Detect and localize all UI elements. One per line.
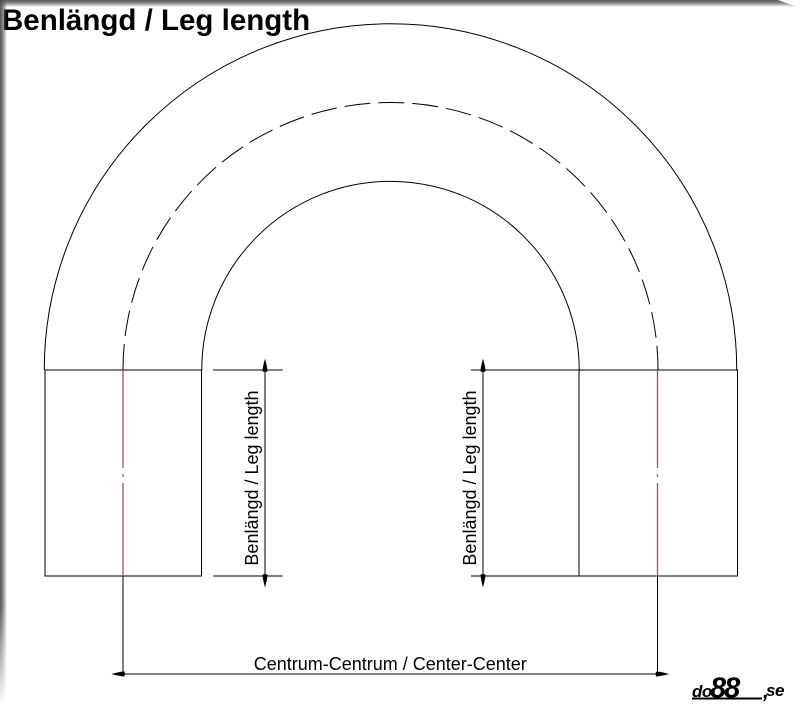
svg-text:88: 88	[710, 673, 741, 705]
svg-text:se: se	[766, 681, 784, 700]
